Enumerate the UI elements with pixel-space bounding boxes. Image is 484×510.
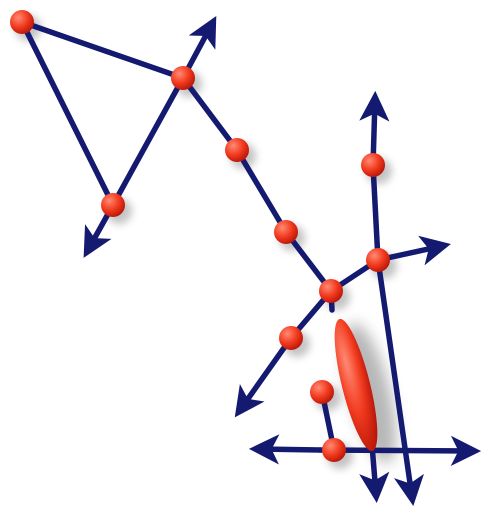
node-g (366, 248, 390, 272)
arrow-edge-7 (359, 442, 390, 504)
arrow-edge-8 (248, 434, 323, 465)
node-b (171, 66, 195, 90)
node-e (274, 220, 298, 244)
edge-d-e (234, 147, 289, 235)
node-c (101, 193, 125, 217)
edge-b-d (180, 75, 240, 153)
edge-g-h (370, 162, 381, 263)
edge-e-f (283, 229, 334, 294)
node-d (225, 138, 249, 162)
edges-layer (19, 16, 482, 506)
nodes-layer (10, 10, 390, 462)
edge-a-b (19, 19, 186, 81)
elongated-blob (334, 318, 378, 452)
edge-a-c (19, 19, 116, 208)
arrow-edge-6 (375, 257, 424, 506)
node-j (310, 380, 334, 404)
edge-c-b (110, 75, 186, 208)
node-h (361, 153, 385, 177)
blob-layer (334, 318, 378, 452)
node-f (319, 279, 343, 303)
arrow-edge-5 (234, 335, 294, 418)
node-a (10, 10, 34, 34)
node-k (322, 438, 346, 462)
node-i (279, 326, 303, 350)
